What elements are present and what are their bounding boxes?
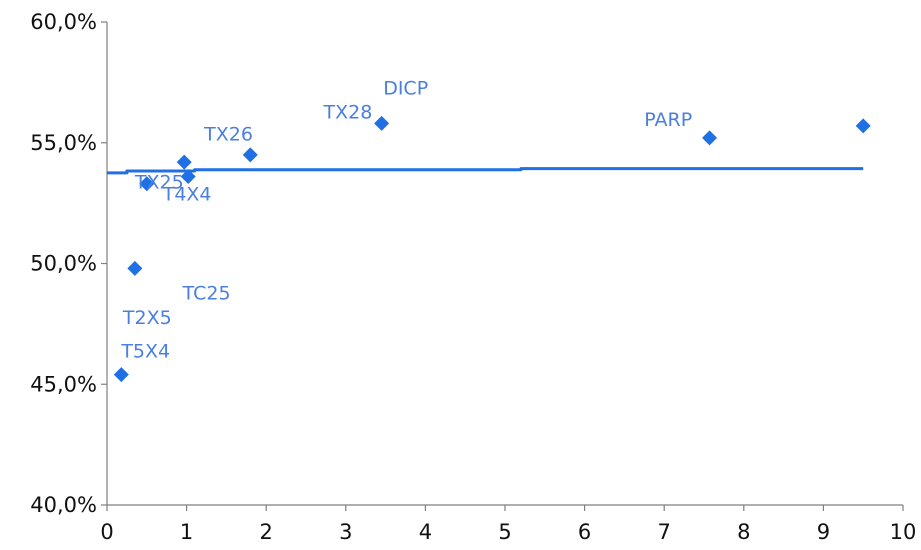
- data-point-diamond: [855, 118, 871, 134]
- x-tick-label: 0: [100, 520, 113, 544]
- y-tick-label: 60,0%: [30, 10, 97, 34]
- trendline: [107, 167, 864, 175]
- x-tick-label: 4: [419, 520, 432, 544]
- point-label: PARP: [644, 109, 692, 131]
- x-tick-label: 2: [260, 520, 273, 544]
- data-point-diamond: [180, 169, 196, 185]
- data-point-diamond: [139, 176, 155, 192]
- y-tick-label: 40,0%: [30, 493, 97, 517]
- point-label: T5X4: [120, 341, 170, 363]
- data-point-diamond: [374, 115, 390, 131]
- x-tick-label: 9: [817, 520, 830, 544]
- y-tick-label: 45,0%: [30, 372, 97, 396]
- trendline-group: [107, 167, 864, 175]
- point-label: T2X5: [122, 307, 172, 329]
- point-label: TX26: [203, 123, 253, 145]
- data-point-diamond: [113, 367, 129, 383]
- x-tick-label: 6: [578, 520, 591, 544]
- data-point-diamond: [702, 130, 718, 146]
- point-label: TX28: [323, 102, 373, 124]
- data-point-diamond: [176, 154, 192, 170]
- x-tick-label: 3: [339, 520, 352, 544]
- x-tick-label: 8: [737, 520, 750, 544]
- y-tick-label: 50,0%: [30, 252, 97, 276]
- y-tick-label: 55,0%: [30, 131, 97, 155]
- chart-axes: 40,0% 45,0% 50,0% 55,0% 60,0% 0 1 2 3 4 5 6 7 8 9 10: [30, 10, 916, 544]
- data-point-diamond: [127, 260, 143, 276]
- data-points-group: [113, 115, 871, 383]
- x-tick-label: 5: [498, 520, 511, 544]
- x-tick-label: 10: [890, 520, 917, 544]
- x-tick-label: 1: [180, 520, 193, 544]
- point-label: DICP: [383, 77, 428, 99]
- point-label: TC25: [182, 283, 231, 305]
- point-label: TX25: [134, 172, 184, 194]
- point-label: T4X4: [162, 184, 212, 206]
- x-tick-label: 7: [658, 520, 671, 544]
- data-point-diamond: [242, 147, 258, 163]
